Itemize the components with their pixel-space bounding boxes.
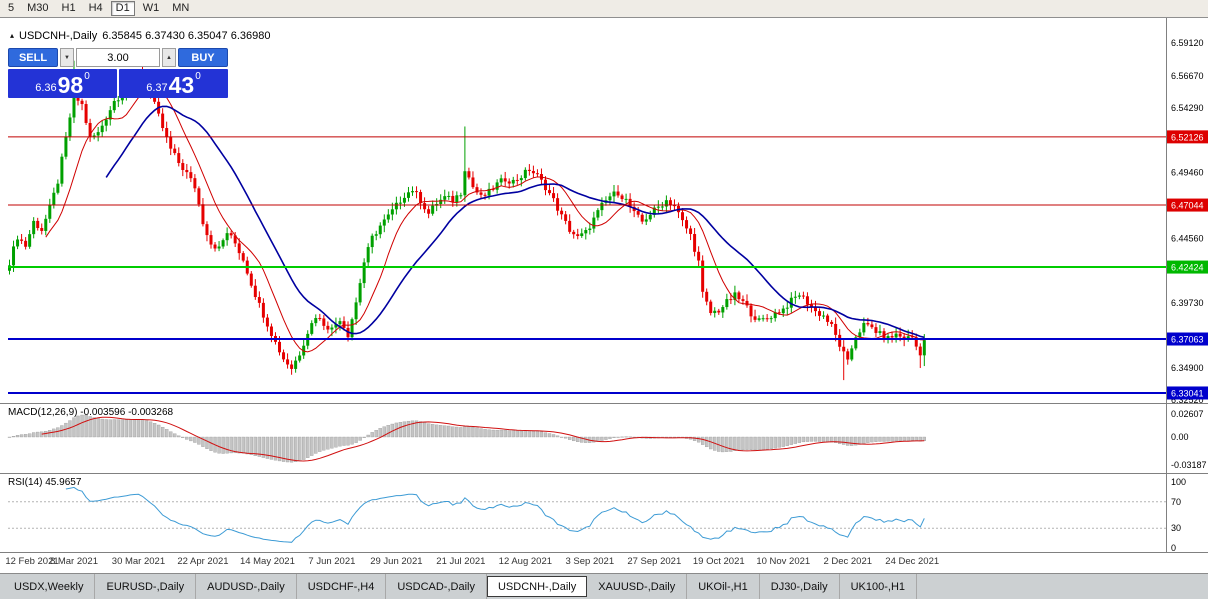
price-tick-label: 6.49460 [1171,168,1204,178]
date-label: 10 Nov 2021 [756,556,810,567]
trade-controls-row: SELL ▼ ▲ BUY [8,48,228,67]
tab-audusd-daily[interactable]: AUDUSD-,Daily [196,574,297,599]
price-badge-label: 6.37063 [1171,335,1204,345]
sell-price-prefix: 6.36 [35,82,57,94]
date-label: 7 Jun 2021 [308,556,355,567]
date-label: 8 Mar 2021 [50,556,98,567]
price-badge [1167,332,1208,346]
timeframe-w1[interactable]: W1 [138,1,165,16]
sell-price-button[interactable]: 6.36 98 0 [8,69,117,98]
candles-layer [8,56,926,381]
ma-fast-line [45,87,925,353]
price-chart[interactable]: 6.59120 6.56670 6.54290 6.49460 6.44560 6.397… [0,18,1208,573]
timeframe-m30[interactable]: M30 [22,1,53,16]
volume-increase-button[interactable]: ▲ [162,48,176,67]
tab-usdchf-h4[interactable]: USDCHF-,H4 [297,574,387,599]
price-tick-label: 6.39730 [1171,298,1204,308]
date-label: 3 Sep 2021 [566,556,615,567]
price-tick-label: 6.34900 [1171,363,1204,373]
price-badge-label: 6.33041 [1171,388,1204,398]
date-label: 2 Dec 2021 [823,556,872,567]
chart-tabs-bar: USDX,Weekly EURUSD-,Daily AUDUSD-,Daily USD… [0,573,1208,599]
tab-eurusd-daily[interactable]: EURUSD-,Daily [95,574,197,599]
rsi-scale-label: 0 [1171,543,1176,553]
date-label: 12 Feb 2021 [5,556,58,567]
buy-price-point: 0 [195,71,201,82]
date-label: 12 Aug 2021 [499,556,552,567]
ma-slow-line [105,105,925,339]
rsi-scale-label: 70 [1171,497,1181,507]
rsi-line [65,486,925,543]
price-axis: 6.59120 6.56670 6.54290 6.49460 6.44560 6.397… [1167,38,1208,405]
macd-scale-top: 0.02607 [1171,409,1204,419]
sell-price-point: 0 [84,71,90,82]
timeframe-toolbar: 5 M30 H1 H4 D1 W1 MN [0,0,1208,18]
rsi-scale: 100 70 30 0 [1171,477,1186,553]
price-badge [1167,198,1208,212]
tab-uk100-h1[interactable]: UK100-,H1 [840,574,918,599]
date-label: 24 Dec 2021 [885,556,939,567]
timeframe-h4[interactable]: H4 [84,1,108,16]
sell-button[interactable]: SELL [8,48,58,67]
macd-scale-bottom: -0.03187 [1171,460,1207,470]
tab-xauusd-daily[interactable]: XAUUSD-,Daily [587,574,688,599]
date-label: 30 Mar 2021 [112,556,165,567]
price-tick-label: 6.59120 [1171,38,1204,48]
price-badge-label: 6.47044 [1171,201,1204,211]
buy-price-button[interactable]: 6.37 43 0 [119,69,228,98]
tab-usdx-weekly[interactable]: USDX,Weekly [3,574,96,599]
tab-ukoil-h1[interactable]: UKOil-,H1 [687,574,760,599]
price-badge-label: 6.42424 [1171,263,1204,273]
chart-window: 6.59120 6.56670 6.54290 6.49460 6.44560 6.397… [0,18,1208,573]
price-tick-label: 6.54290 [1171,103,1204,113]
price-badge [1167,130,1208,144]
sell-price-pips: 98 [57,72,84,98]
price-tick-label: 6.44560 [1171,233,1204,243]
one-click-trading-panel: SELL ▼ ▲ BUY 6.36980 6.37430 [8,48,228,98]
volume-decrease-button[interactable]: ▼ [60,48,74,67]
date-label: 27 Sep 2021 [627,556,681,567]
tab-usdcnh-daily[interactable]: USDCNH-,Daily [486,576,588,597]
macd-histogram [7,414,926,463]
date-label: 19 Oct 2021 [693,556,745,567]
timeframe-5[interactable]: 5 [3,1,19,16]
price-tick-label: 6.56670 [1171,71,1204,81]
trade-prices-row: 6.36 98 0 6.37 43 0 [8,69,228,98]
price-badge [1167,260,1208,274]
price-tick-label: 6.32520 [1171,395,1204,405]
date-label: 22 Apr 2021 [177,556,228,567]
timeframe-d1[interactable]: D1 [110,1,135,16]
price-badge [1167,386,1208,400]
rsi-scale-label: 100 [1171,477,1186,487]
rsi-scale-label: 30 [1171,523,1181,533]
date-label: 29 Jun 2021 [370,556,422,567]
buy-button[interactable]: BUY [178,48,228,67]
date-label: 14 May 2021 [240,556,295,567]
tab-dj30-daily[interactable]: DJ30-,Daily [760,574,840,599]
tab-usdcad-daily[interactable]: USDCAD-,Daily [386,574,487,599]
buy-price-pips: 43 [168,72,195,98]
macd-scale: 0.02607 0.00 -0.03187 [1171,409,1207,470]
macd-scale-zero: 0.00 [1171,432,1189,442]
level-lines-layer[interactable] [8,136,1166,394]
price-badge-label: 6.52126 [1171,132,1204,142]
volume-input[interactable] [76,48,160,67]
date-label: 21 Jul 2021 [436,556,485,567]
macd-signal-line [41,416,925,462]
timeframe-mn[interactable]: MN [167,1,194,16]
timeframe-h1[interactable]: H1 [57,1,81,16]
buy-price-prefix: 6.37 [146,82,168,94]
